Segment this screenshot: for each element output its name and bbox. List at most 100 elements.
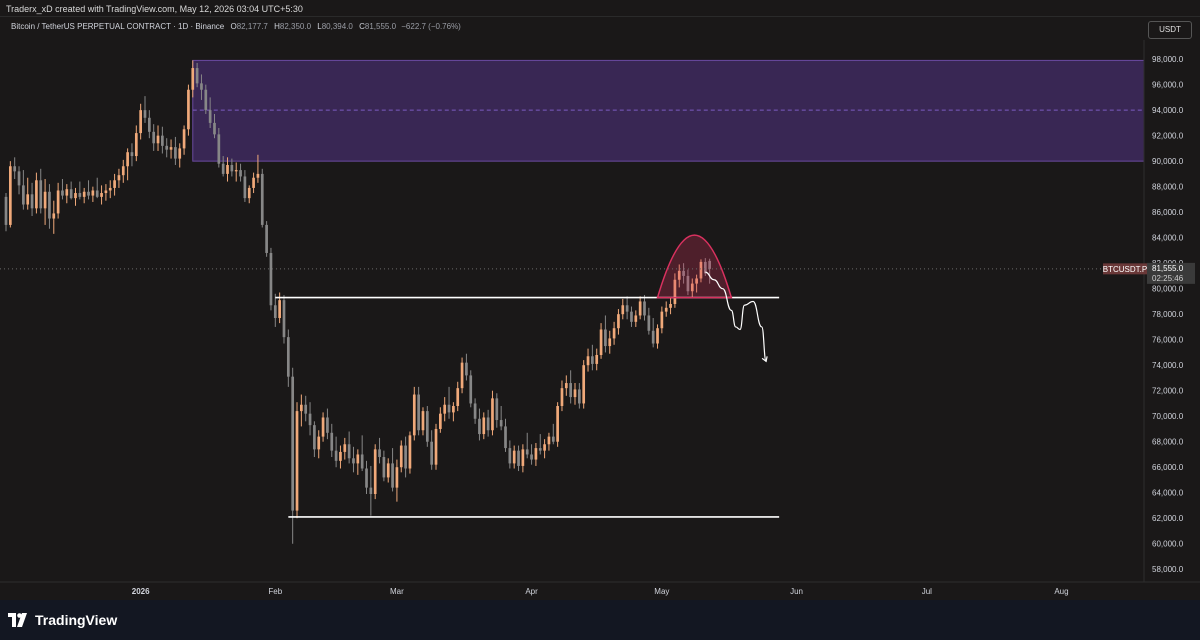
candle-body: [634, 315, 638, 322]
time-tick-label: 2026: [132, 587, 150, 596]
candle-body: [234, 170, 238, 172]
candle-body: [174, 147, 177, 159]
candle-body: [143, 110, 147, 118]
candle-body: [334, 450, 338, 461]
price-tick-label: 90,000.0: [1152, 157, 1184, 166]
candle-body: [447, 404, 451, 413]
candle-body: [452, 406, 455, 413]
candle-body: [425, 411, 429, 442]
candle-body: [443, 404, 447, 414]
candle-body: [491, 398, 494, 431]
low-label: L: [317, 22, 322, 31]
candle-body: [473, 403, 477, 419]
time-axis[interactable]: 2026 Feb Mar Apr May Jun Jul Aug: [132, 587, 1069, 596]
candle-body: [569, 383, 573, 398]
candle-body: [343, 444, 347, 452]
projection-arrowhead: [761, 356, 768, 363]
candle-body: [147, 117, 151, 132]
candle-body: [108, 187, 112, 191]
candle-body: [139, 110, 142, 134]
price-label-box: [1147, 262, 1195, 284]
candle-body: [478, 418, 481, 435]
price-tick-label: 62,000.0: [1152, 514, 1184, 523]
candle-body: [121, 166, 125, 176]
candle-body: [682, 270, 685, 276]
price-tick-label: 98,000.0: [1152, 55, 1184, 64]
symbol-title[interactable]: Bitcoin / TetherUS PERPETUAL CONTRACT · …: [11, 22, 225, 31]
high-label: H: [274, 22, 280, 31]
close-label: C: [359, 22, 365, 31]
candle-body: [708, 260, 711, 269]
currency-button[interactable]: USDT: [1148, 21, 1192, 39]
candle-body: [230, 164, 234, 172]
price-tick-label: 74,000.0: [1152, 361, 1184, 370]
candle-body: [282, 300, 286, 338]
symbol-legend[interactable]: Bitcoin / TetherUS PERPETUAL CONTRACT · …: [11, 22, 461, 31]
candle-body: [651, 330, 655, 344]
price-tick-label: 78,000.0: [1152, 310, 1184, 319]
candle-body: [404, 445, 407, 469]
candle-body: [378, 449, 381, 458]
candle-body: [656, 328, 659, 344]
candle-body: [43, 191, 47, 209]
candle-body: [417, 394, 420, 431]
candle-body: [56, 190, 60, 214]
candle-body: [551, 436, 555, 442]
candle-body: [300, 404, 303, 412]
candle-body: [26, 194, 30, 205]
price-tick-label: 88,000.0: [1152, 183, 1184, 192]
candle-body: [534, 448, 538, 460]
footer-bar: [0, 600, 1200, 640]
candle-body: [113, 180, 116, 188]
candle-body: [543, 444, 546, 451]
candle-body: [604, 329, 607, 347]
candle-body: [560, 388, 564, 407]
candle-body: [369, 487, 373, 495]
candle-body: [78, 193, 82, 197]
candle-body: [126, 152, 129, 167]
price-tick-label: 70,000.0: [1152, 412, 1184, 421]
candle-body: [456, 388, 460, 407]
candle-body: [521, 449, 525, 466]
candle-body: [386, 463, 390, 478]
candle-body: [156, 135, 160, 144]
price-tick-label: 80,000.0: [1152, 285, 1184, 294]
candle-body: [465, 362, 468, 376]
candle-body: [408, 435, 412, 469]
price-tick-label: 86,000.0: [1152, 208, 1184, 217]
tradingview-logo[interactable]: TradingView: [8, 612, 117, 628]
candle-body: [625, 305, 629, 312]
candle-body: [39, 180, 43, 209]
candle-body: [360, 454, 364, 469]
candle-body: [686, 275, 690, 292]
candle-body: [8, 166, 12, 225]
price-tick-label: 64,000.0: [1152, 489, 1184, 498]
candle-body: [595, 354, 599, 364]
candle-body: [664, 307, 668, 312]
close-value: 81,555.0: [364, 22, 397, 31]
candle-body: [286, 337, 290, 377]
price-axis[interactable]: 98,000.0 96,000.0 94,000.0 92,000.0 90,000.0…: [1152, 55, 1184, 574]
candle-body: [291, 376, 295, 511]
time-tick-label: Jun: [790, 587, 803, 596]
candle-body: [22, 185, 25, 205]
candle-body: [30, 194, 34, 209]
time-tick-label: Apr: [525, 587, 538, 596]
drawings-layer: [275, 234, 780, 518]
high-value: 82,350.0: [279, 22, 312, 31]
candle-body: [564, 383, 568, 389]
candle-body: [482, 417, 486, 435]
price-tick-label: 66,000.0: [1152, 463, 1184, 472]
candle-body: [460, 362, 464, 389]
time-tick-label: Jul: [922, 587, 932, 596]
price-tick-label: 58,000.0: [1152, 565, 1184, 574]
candle-body: [638, 301, 642, 316]
candle-body: [365, 468, 368, 488]
candle-body: [617, 314, 620, 329]
candle-body: [538, 448, 542, 451]
candle-body: [317, 436, 321, 450]
price-tick-label: 68,000.0: [1152, 438, 1184, 447]
candle-body: [95, 190, 99, 197]
candle-body: [504, 426, 507, 449]
